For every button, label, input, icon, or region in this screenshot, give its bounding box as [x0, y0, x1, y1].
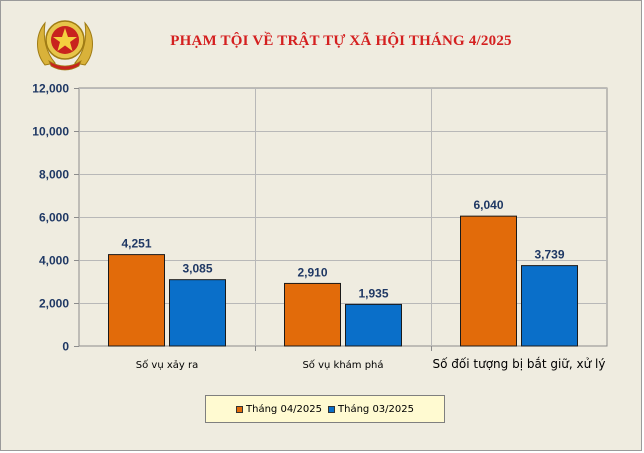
y-tick-label: 0	[62, 340, 69, 354]
y-tick-label: 4,000	[39, 254, 69, 268]
x-tick-label: Số vụ xảy ra	[136, 359, 198, 371]
y-tick-label: 8,000	[39, 168, 69, 182]
legend-item-series-2: Tháng 03/2025	[328, 404, 414, 415]
data-label: 3,739	[534, 248, 564, 262]
bar-1-1	[108, 254, 165, 347]
legend-label-series-2: Tháng 03/2025	[338, 403, 414, 415]
bar-1-3	[460, 215, 517, 347]
police-emblem-icon	[37, 20, 93, 71]
legend-swatch-series-1	[236, 405, 244, 413]
bar-2-3	[521, 265, 578, 347]
y-tick-label: 2,000	[39, 297, 69, 311]
y-tick-label: 10,000	[32, 125, 69, 139]
bar-2-1	[169, 279, 226, 347]
legend-item-series-1: Tháng 04/2025	[236, 404, 322, 415]
y-tick-label: 12,000	[32, 82, 69, 96]
y-tick-label: 6,000	[39, 211, 69, 225]
x-tick-label: Số đối tượng bị bắt giữ, xử lý	[433, 357, 606, 371]
data-label: 6,040	[473, 198, 503, 212]
chart-title: PHẠM TỘI VỀ TRẬT TỰ XÃ HỘI THÁNG 4/2025	[170, 33, 512, 49]
legend: Tháng 04/2025 Tháng 03/2025	[205, 395, 445, 423]
bar-1-2	[284, 282, 341, 347]
bar-2-2	[345, 303, 402, 347]
data-label: 1,935	[358, 286, 388, 300]
x-tick-label: Số vụ khám phá	[302, 359, 383, 371]
data-label: 3,085	[182, 262, 212, 276]
data-label: 4,251	[121, 237, 151, 251]
legend-swatch-series-2	[328, 405, 335, 413]
legend-label-series-1: Tháng 04/2025	[246, 403, 322, 415]
data-label: 2,910	[297, 265, 327, 279]
